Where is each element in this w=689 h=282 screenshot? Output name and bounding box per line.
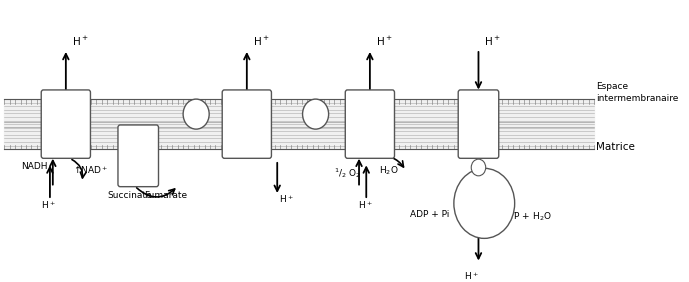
- Text: H$^+$: H$^+$: [376, 35, 392, 48]
- Text: Fumarate: Fumarate: [144, 191, 187, 200]
- Text: H$^+$: H$^+$: [253, 35, 269, 48]
- Text: H$^+$: H$^+$: [72, 35, 88, 48]
- FancyBboxPatch shape: [41, 90, 90, 158]
- Text: ↑NAD$^+$: ↑NAD$^+$: [73, 164, 108, 176]
- Text: ADP + Pi: ADP + Pi: [410, 210, 449, 219]
- Text: Matrice: Matrice: [596, 142, 635, 153]
- Text: Succinate: Succinate: [108, 191, 152, 200]
- FancyBboxPatch shape: [223, 90, 271, 158]
- Text: H$^+$: H$^+$: [484, 35, 501, 48]
- Circle shape: [302, 99, 329, 129]
- Text: H$^+$: H$^+$: [280, 193, 294, 205]
- Text: Espace
intermembranaire: Espace intermembranaire: [596, 82, 678, 103]
- Text: H$^+$: H$^+$: [464, 270, 479, 282]
- Text: $^{1}/_{2}$ O$_2$: $^{1}/_{2}$ O$_2$: [333, 166, 361, 180]
- FancyBboxPatch shape: [458, 90, 499, 158]
- FancyBboxPatch shape: [345, 90, 395, 158]
- Text: H$^+$: H$^+$: [41, 199, 55, 211]
- Circle shape: [471, 159, 486, 176]
- Circle shape: [183, 99, 209, 129]
- Text: NADH: NADH: [21, 162, 48, 171]
- Text: ATP + H$_2$O: ATP + H$_2$O: [502, 210, 552, 222]
- Text: H$^+$: H$^+$: [358, 199, 372, 211]
- FancyBboxPatch shape: [118, 125, 158, 187]
- Text: H$_2$O: H$_2$O: [378, 164, 398, 177]
- Circle shape: [454, 168, 515, 238]
